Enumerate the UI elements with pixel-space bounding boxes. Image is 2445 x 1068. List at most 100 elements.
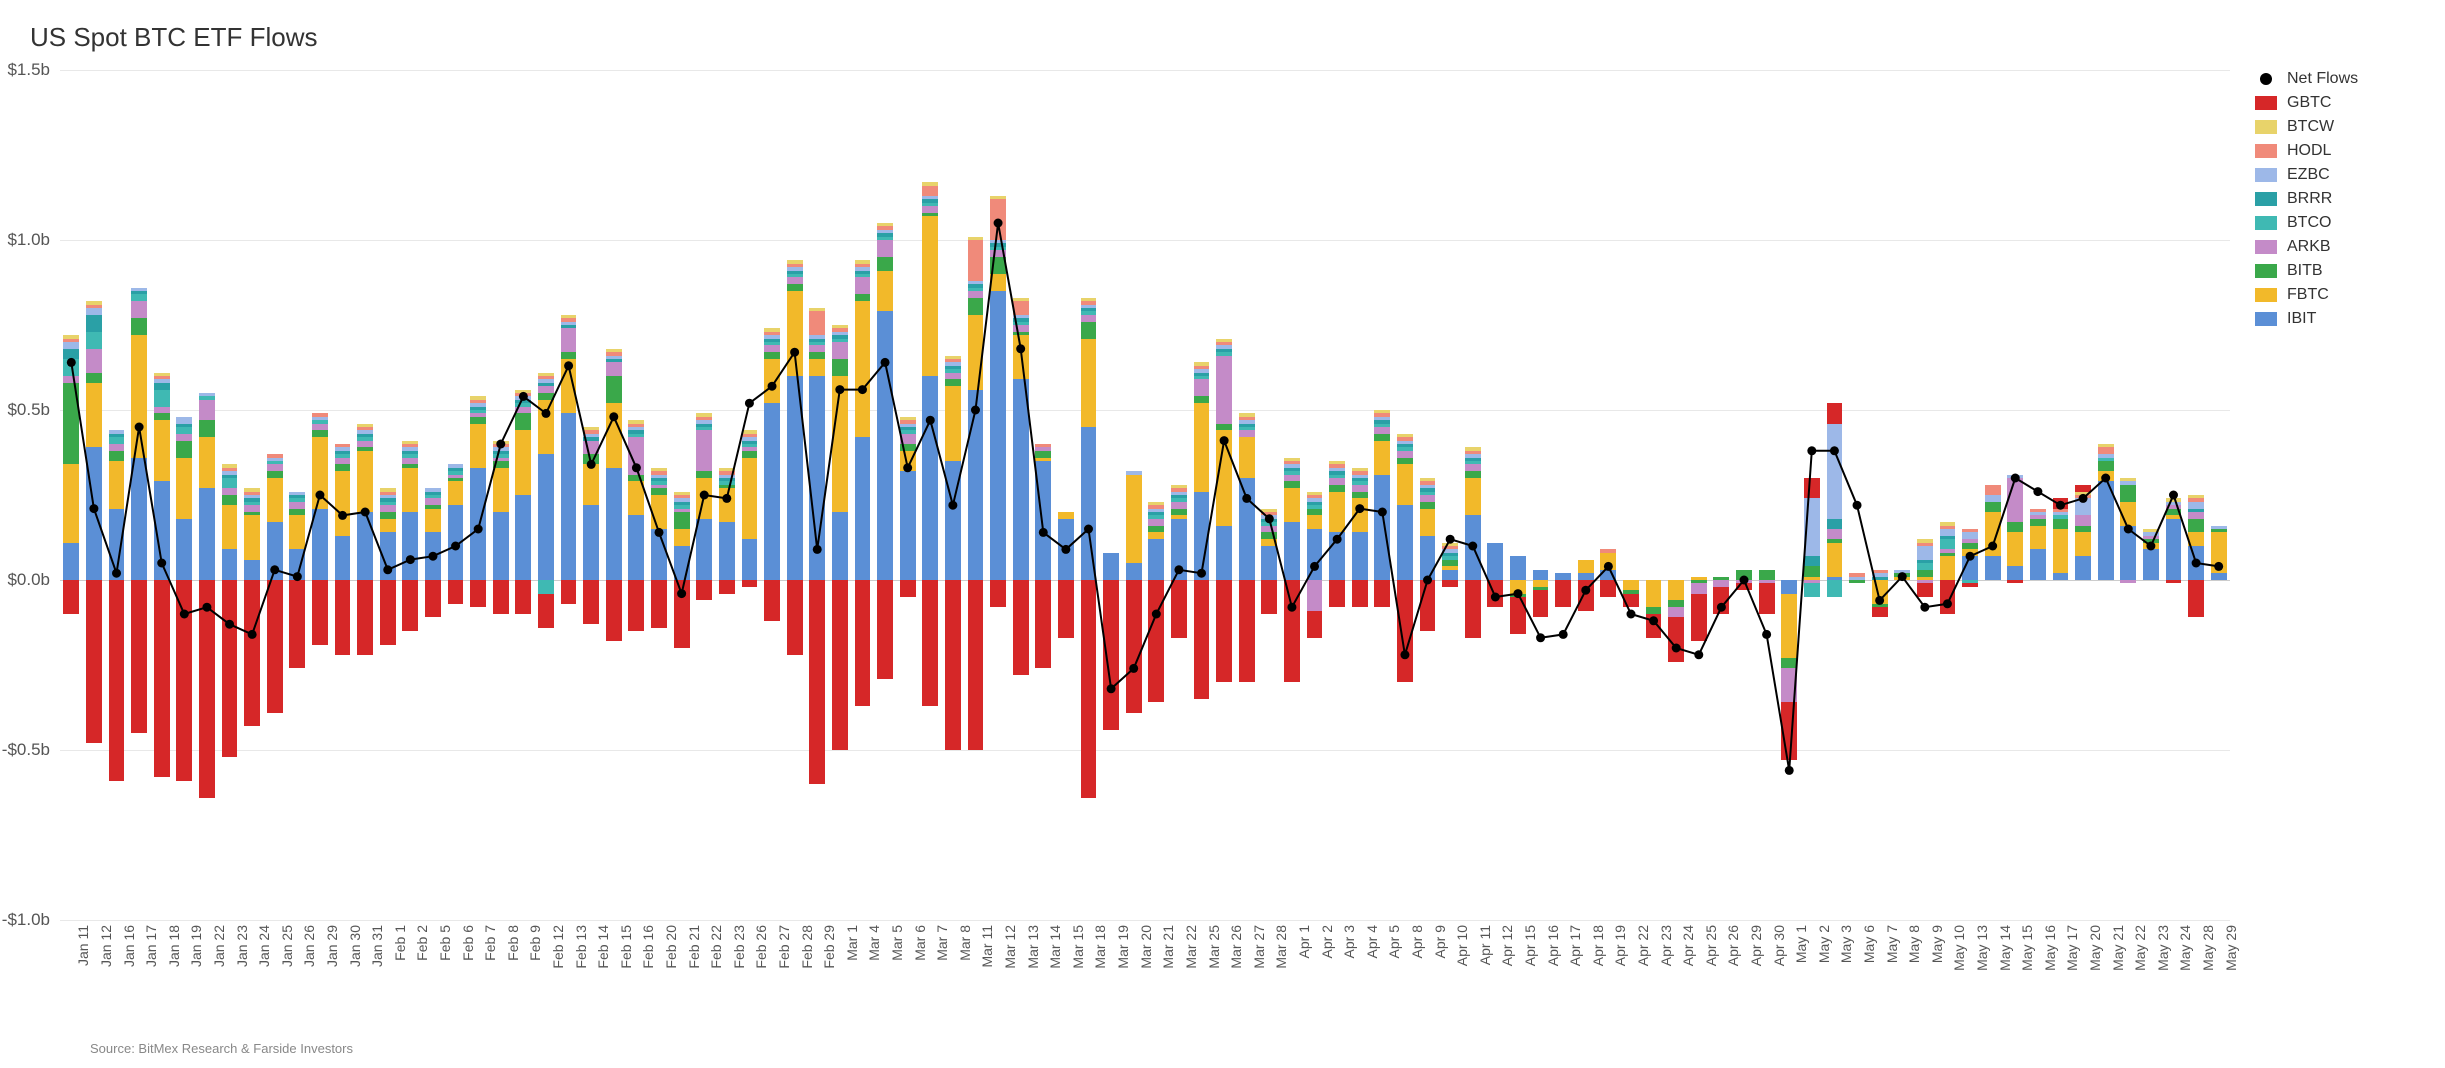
x-tick-label: May 7 — [1884, 925, 1900, 963]
legend-item-net-flows: Net Flows — [2255, 70, 2425, 88]
x-tick-label: Feb 27 — [776, 925, 792, 969]
x-tick-label: May 9 — [1929, 925, 1945, 963]
x-tick-label: Mar 27 — [1251, 925, 1267, 969]
net-flows-marker — [451, 542, 460, 551]
x-tick-label: Feb 14 — [595, 925, 611, 969]
net-flows-marker — [1785, 766, 1794, 775]
x-tick-label: Mar 15 — [1070, 925, 1086, 969]
net-flows-marker — [700, 491, 709, 500]
legend-item-fbtc: FBTC — [2255, 286, 2425, 304]
x-tick-label: Feb 2 — [414, 925, 430, 961]
net-flows-marker — [813, 545, 822, 554]
x-tick-label: Mar 21 — [1160, 925, 1176, 969]
x-tick-label: Apr 10 — [1454, 925, 1470, 966]
net-flows-marker — [564, 361, 573, 370]
net-flows-marker — [790, 348, 799, 357]
net-flows-marker — [1242, 494, 1251, 503]
x-tick-label: Apr 19 — [1612, 925, 1628, 966]
x-tick-label: Feb 9 — [527, 925, 543, 961]
net-flows-marker — [270, 565, 279, 574]
net-flows-marker — [881, 358, 890, 367]
x-tick-label: Mar 19 — [1115, 925, 1131, 969]
x-tick-label: Feb 28 — [799, 925, 815, 969]
net-flows-marker — [1039, 528, 1048, 537]
net-flows-marker — [1355, 504, 1364, 513]
x-tick-label: May 23 — [2155, 925, 2171, 971]
x-tick-label: Feb 15 — [618, 925, 634, 969]
legend-label: EZBC — [2287, 166, 2330, 184]
net-flows-marker — [1672, 644, 1681, 653]
x-tick-label: Jan 19 — [188, 925, 204, 967]
net-flows-marker — [609, 412, 618, 421]
y-tick-label: $1.5b — [7, 60, 60, 80]
net-flows-marker — [1287, 603, 1296, 612]
y-tick-label: -$0.5b — [2, 740, 60, 760]
x-tick-label: Apr 16 — [1545, 925, 1561, 966]
net-flows-marker — [315, 491, 324, 500]
net-flows-marker — [1943, 599, 1952, 608]
legend-label: HODL — [2287, 142, 2331, 160]
plot-area: -$1.0b-$0.5b$0.0b$0.5b$1.0b$1.5b — [60, 70, 2230, 920]
x-tick-label: Apr 8 — [1409, 925, 1425, 958]
net-flows-marker — [1604, 562, 1613, 571]
net-flows-marker — [1853, 501, 1862, 510]
legend-swatch-icon — [2255, 192, 2277, 206]
legend-label: FBTC — [2287, 286, 2329, 304]
x-tick-label: May 16 — [2042, 925, 2058, 971]
x-tick-label: Apr 12 — [1499, 925, 1515, 966]
x-tick-label: Apr 30 — [1771, 925, 1787, 966]
net-flows-marker — [112, 569, 121, 578]
net-flows-marker — [587, 460, 596, 469]
x-tick-label: May 8 — [1906, 925, 1922, 963]
net-flows-marker — [1310, 562, 1319, 571]
legend-swatch-icon — [2255, 96, 2277, 110]
x-tick-label: Feb 29 — [821, 925, 837, 969]
x-tick-label: Jan 29 — [324, 925, 340, 967]
source-label: Source: BitMex Research & Farside Invest… — [90, 1041, 353, 1056]
x-tick-label: May 20 — [2087, 925, 2103, 971]
y-tick-label: -$1.0b — [2, 910, 60, 930]
legend-swatch-icon — [2255, 168, 2277, 182]
net-flows-marker — [1762, 630, 1771, 639]
net-flows-marker — [632, 463, 641, 472]
net-flows-marker — [1107, 684, 1116, 693]
net-flows-marker — [202, 603, 211, 612]
x-tick-label: Apr 22 — [1635, 925, 1651, 966]
x-tick-label: Feb 5 — [437, 925, 453, 961]
x-tick-label: Jan 26 — [301, 925, 317, 967]
x-tick-label: Apr 3 — [1341, 925, 1357, 958]
net-flows-marker — [1491, 593, 1500, 602]
x-tick-label: Apr 1 — [1296, 925, 1312, 958]
legend-swatch-icon — [2255, 120, 2277, 134]
x-tick-label: Mar 20 — [1138, 925, 1154, 969]
net-flows-marker — [677, 589, 686, 598]
net-flows-marker — [1898, 572, 1907, 581]
net-flows-marker — [835, 385, 844, 394]
net-flows-marker — [1581, 586, 1590, 595]
legend-item-ezbc: EZBC — [2255, 166, 2425, 184]
net-flows-marker — [1468, 542, 1477, 551]
net-flows-marker — [2214, 562, 2223, 571]
legend-label: ARKB — [2287, 238, 2331, 256]
gridline — [60, 920, 2230, 921]
legend-label: BTCW — [2287, 118, 2334, 136]
net-flows-marker — [428, 552, 437, 561]
net-flows-marker — [1875, 596, 1884, 605]
legend-item-arkb: ARKB — [2255, 238, 2425, 256]
x-tick-label: Apr 18 — [1590, 925, 1606, 966]
x-tick-label: May 14 — [1997, 925, 2013, 971]
x-tick-label: Jan 23 — [234, 925, 250, 967]
x-tick-label: Jan 24 — [256, 925, 272, 967]
x-tick-label: Feb 26 — [753, 925, 769, 969]
net-flows-marker — [2124, 525, 2133, 534]
x-tick-label: Mar 8 — [957, 925, 973, 961]
x-tick-label: Mar 7 — [934, 925, 950, 961]
x-tick-label: Jan 31 — [369, 925, 385, 967]
x-tick-label: Mar 13 — [1025, 925, 1041, 969]
x-tick-label: Mar 5 — [889, 925, 905, 961]
net-flows-marker — [1920, 603, 1929, 612]
x-tick-label: Jan 11 — [75, 925, 91, 966]
x-tick-label: May 17 — [2064, 925, 2080, 971]
net-flows-marker — [655, 528, 664, 537]
x-tick-label: Jan 22 — [211, 925, 227, 967]
